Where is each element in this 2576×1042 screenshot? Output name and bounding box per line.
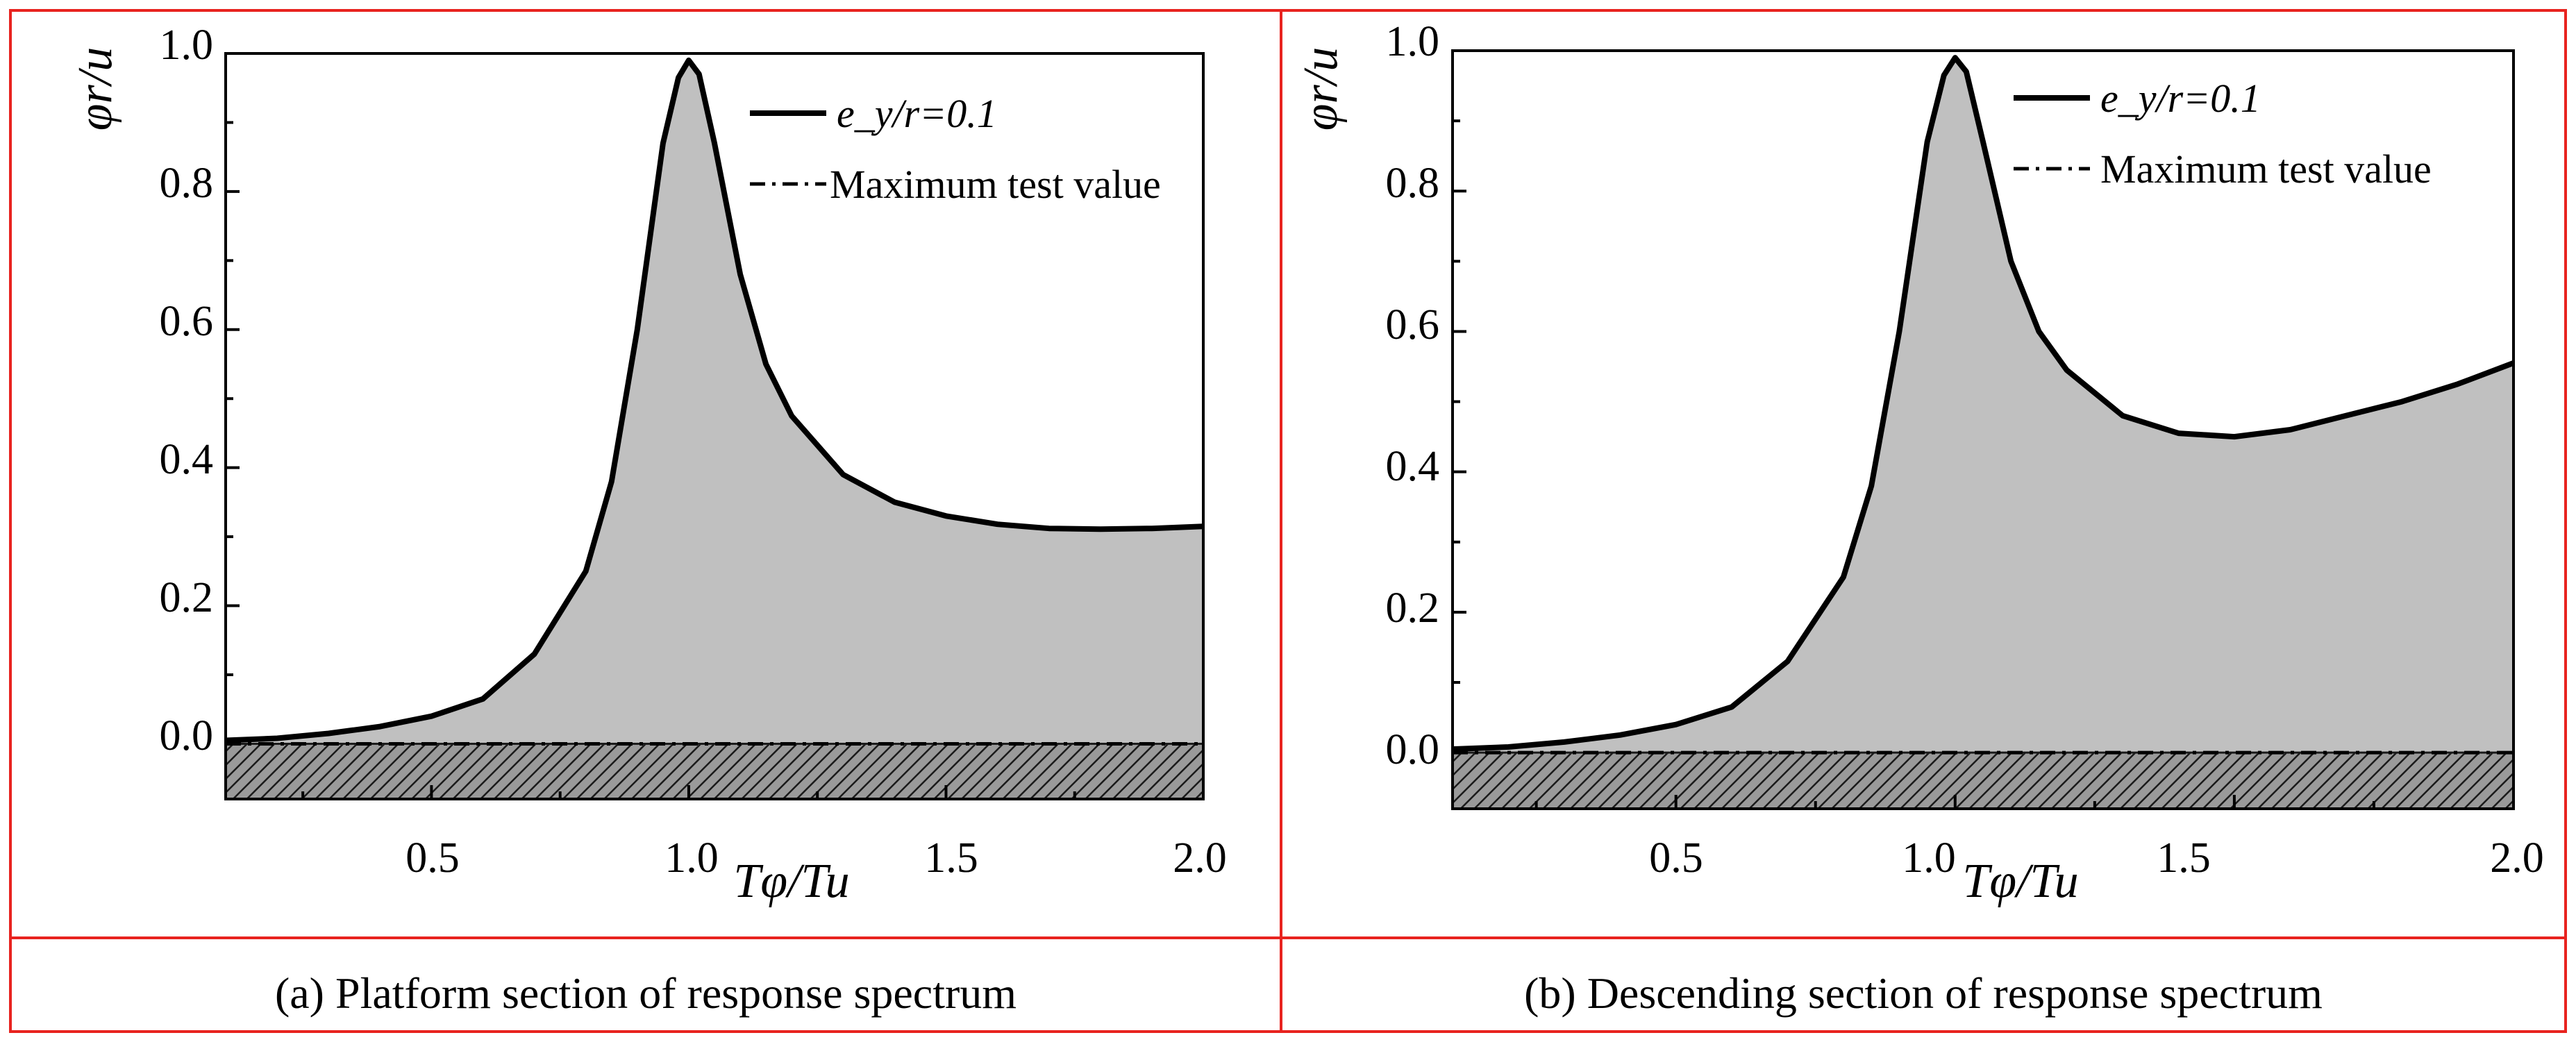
response-curve-line xyxy=(1452,55,2515,753)
outer-border xyxy=(9,9,2567,1033)
hatched-test-region xyxy=(1451,751,2515,810)
panel-a-legend: e_y/r=0.1 Maximum test value xyxy=(750,91,1161,207)
panel-a-ytick: 0.8 xyxy=(160,160,214,207)
panel-b-ytick: 0.8 xyxy=(1386,160,1440,207)
panel-b-xtick: 0.5 xyxy=(1649,834,1703,882)
panel-b-caption: (b) Descending section of response spect… xyxy=(1524,968,2323,1018)
panel-b-y-axis-title: φr/u xyxy=(1294,47,1348,131)
panel-a-ytick: 0.4 xyxy=(160,436,214,483)
panel-b-legend-label-curve: e_y/r=0.1 xyxy=(2100,76,2261,121)
panel-b-ytick: 1.0 xyxy=(1386,18,1440,65)
panel-b-ytick: 0.0 xyxy=(1386,726,1440,773)
panel-a-ytick: 0.0 xyxy=(160,712,214,759)
panel-a-ytick: 0.2 xyxy=(160,574,214,621)
panel-a-xtick: 1.5 xyxy=(924,834,978,882)
hatched-test-region xyxy=(224,742,1205,800)
panel-a-xtick: 0.5 xyxy=(405,834,460,882)
panel-b-ytick: 0.2 xyxy=(1386,585,1440,632)
panel-a-caption: (a) Platform section of response spectru… xyxy=(275,968,1017,1018)
axes-frame xyxy=(1451,49,2515,810)
area-fill xyxy=(226,60,1203,744)
panel-a-xtick: 1.0 xyxy=(664,834,719,882)
panel-a-legend-label-test: Maximum test value xyxy=(830,162,1161,207)
panel-a-ytick: 0.6 xyxy=(160,298,214,345)
panel-b-ytick: 0.4 xyxy=(1386,443,1440,490)
panel-a-chart: 0.0 0.2 0.4 0.6 0.8 1.0 0.5 1.0 1.5 2.0 … xyxy=(69,22,1227,1018)
panel-b-chart: 0.0 0.2 0.4 0.6 0.8 1.0 0.5 1.0 1.5 2.0 … xyxy=(1294,18,2544,1018)
panel-b-xtick: 1.0 xyxy=(1902,834,1956,882)
area-fill xyxy=(1453,58,2514,753)
panel-b-plot xyxy=(1451,49,2515,810)
response-curve-line xyxy=(225,57,1204,743)
panel-b-ytick: 0.6 xyxy=(1386,301,1440,348)
panel-a-xtick: 2.0 xyxy=(1173,834,1227,882)
panel-a-y-axis-title: φr/u xyxy=(69,47,122,131)
panel-a-ytick: 1.0 xyxy=(160,22,214,69)
panel-a-plot xyxy=(224,52,1205,800)
frame xyxy=(9,9,2567,1033)
panel-b-legend: e_y/r=0.1 Maximum test value xyxy=(2014,76,2432,192)
panel-b-xtick: 2.0 xyxy=(2490,834,2544,882)
axes-frame xyxy=(224,52,1205,800)
panel-b-legend-label-test: Maximum test value xyxy=(2100,146,2432,192)
panel-a-legend-label-curve: e_y/r=0.1 xyxy=(837,91,997,136)
panel-b-xtick: 1.5 xyxy=(2157,834,2211,882)
panel-b-x-axis-title: Tφ/Tu xyxy=(1962,855,2078,908)
panel-a-x-axis-title: Tφ/Tu xyxy=(733,855,849,908)
